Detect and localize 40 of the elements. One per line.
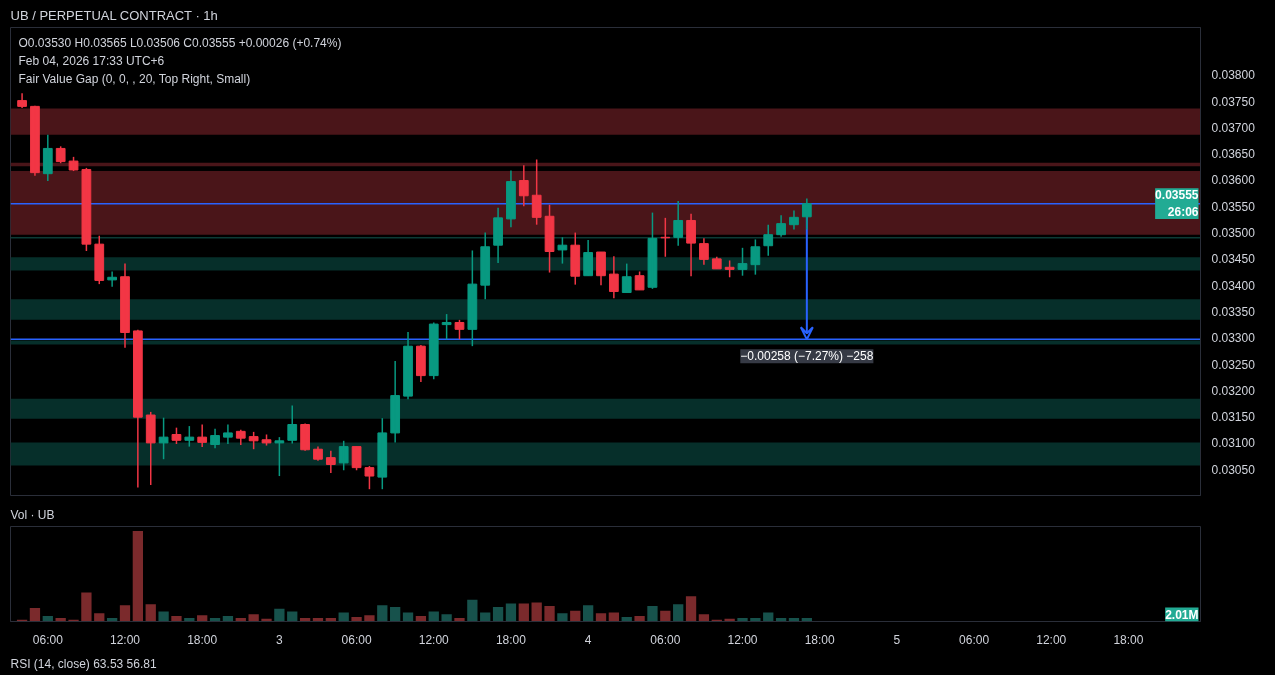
y-tick-label: 0.03050 (1211, 462, 1256, 477)
x-tick-label: 12:00 (418, 632, 450, 647)
y-tick-label: 0.03250 (1211, 357, 1256, 372)
y-tick-label: 0.03600 (1211, 173, 1256, 188)
annotation: Feb 04, 2026 17:33 UTC+6 (18, 53, 165, 68)
y-tick-label: 0.03550 (1211, 199, 1256, 214)
x-tick-label: 3 (276, 632, 284, 647)
x-tick-label: 06:00 (32, 632, 64, 647)
x-tick-label: 06:00 (341, 632, 372, 647)
x-tick-label: 4 (584, 632, 592, 647)
x-tick-label: 06:00 (650, 632, 681, 647)
annotation: 2.01M (1165, 607, 1199, 622)
y-tick-label: 0.03800 (1211, 68, 1256, 83)
x-tick-label: 18:00 (1113, 632, 1144, 647)
text: O0.03530 H0.03565 L0.03506 C0.03555 +0.00026 (+0.74%) (18, 35, 342, 50)
y-tick-label: 0.03300 (1211, 331, 1256, 346)
y-tick-label: 0.03650 (1211, 147, 1256, 162)
annotation: Fair Value Gap (0, 0, , 20, Top Right, Small) (18, 71, 251, 86)
x-tick-label: 18:00 (804, 632, 836, 647)
x-tick-label: 12:00 (1036, 632, 1067, 647)
ref-line-label: 0.03555 26:06 (1155, 188, 1199, 220)
x-tick-label: 12:00 (727, 632, 758, 647)
text: RSI (14, close) 63.53 56.81 (10, 656, 157, 671)
y-tick-label: 0.03150 (1211, 410, 1256, 425)
annotation: −0.00258 (−7.27%) −258 (740, 349, 874, 364)
x-tick-label: 18:00 (187, 632, 218, 647)
x-tick-label: 18:00 (495, 632, 527, 647)
chart-title: UB / PERPETUAL CONTRACT · 1h (10, 7, 218, 23)
y-tick-label: 0.03450 (1211, 252, 1256, 267)
y-tick-label: 0.03400 (1211, 278, 1256, 293)
chart-title: Vol · UB (10, 507, 55, 522)
x-tick-label: 06:00 (959, 632, 990, 647)
y-tick-label: 0.03750 (1211, 94, 1256, 109)
y-tick-label: 0.03200 (1211, 383, 1256, 398)
x-tick-label: 12:00 (109, 632, 141, 647)
y-tick-label: 0.03100 (1211, 436, 1256, 451)
y-tick-label: 0.03500 (1211, 226, 1256, 241)
y-tick-label: 0.03350 (1211, 304, 1256, 319)
x-tick-label: 5 (893, 632, 901, 647)
y-tick-label: 0.03700 (1211, 120, 1256, 135)
